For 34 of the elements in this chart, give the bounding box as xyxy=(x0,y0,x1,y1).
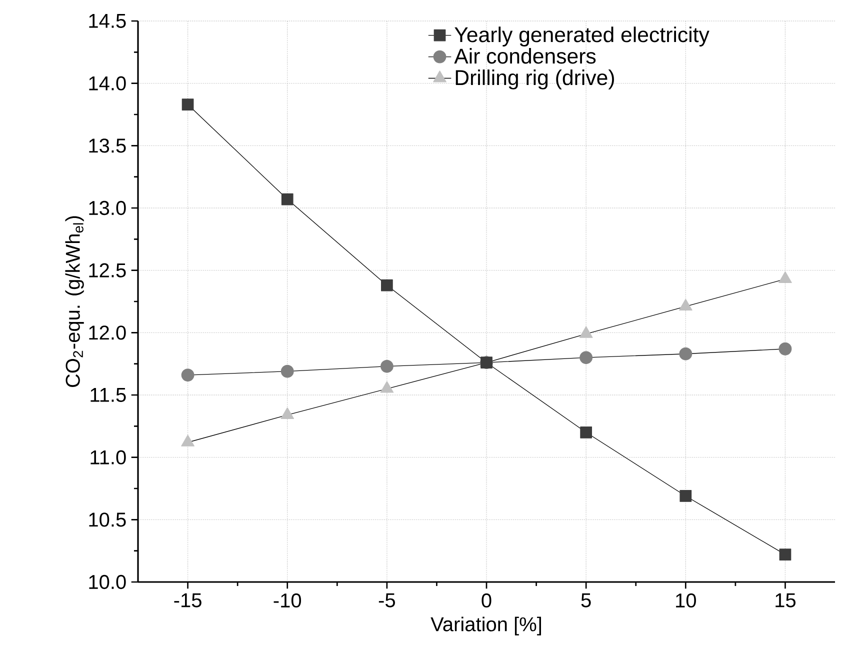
y-axis-title: CO$_{2}$-equ. (g/kWh$_{el}$) xyxy=(65,216,84,387)
x-axis-title: Variation [%] xyxy=(430,616,541,636)
point xyxy=(381,279,393,292)
y-tick-label: 13.5 xyxy=(89,138,126,153)
y-tick-label: 13.0 xyxy=(89,200,126,216)
point xyxy=(182,98,194,110)
x-tick-label: 15 xyxy=(776,593,796,608)
x-tick-label: 5 xyxy=(581,593,591,608)
point xyxy=(779,548,792,561)
x-tick-label: -15 xyxy=(174,593,202,608)
y-tick-label: 11.5 xyxy=(90,388,126,402)
y-tick-label: 11.0 xyxy=(90,450,126,464)
point xyxy=(281,193,294,206)
point xyxy=(280,364,294,378)
y-tick-label: 10.0 xyxy=(89,574,126,590)
point xyxy=(580,426,592,438)
y-tick-label: 12.5 xyxy=(89,263,126,278)
y-tick-label: 14.5 xyxy=(89,14,126,28)
x-tick-label: 0 xyxy=(482,593,492,608)
point xyxy=(380,360,394,373)
point xyxy=(679,347,692,360)
x-tick-label: 10 xyxy=(676,593,696,608)
point xyxy=(778,342,792,356)
point xyxy=(680,490,692,502)
point xyxy=(580,351,593,364)
point xyxy=(181,368,194,382)
x-tick-label: -5 xyxy=(378,593,395,608)
y-tick-label: 12.0 xyxy=(89,326,126,340)
y-tick-label: 14.0 xyxy=(89,76,126,90)
y-tick-label: 10.5 xyxy=(89,512,126,527)
legend-label: Drilling rig (drive) xyxy=(456,70,614,90)
legend-label: Yearly generated electricity xyxy=(454,26,710,46)
x-tick-label: -10 xyxy=(274,593,302,608)
legend-label: Air condensers xyxy=(454,48,596,64)
